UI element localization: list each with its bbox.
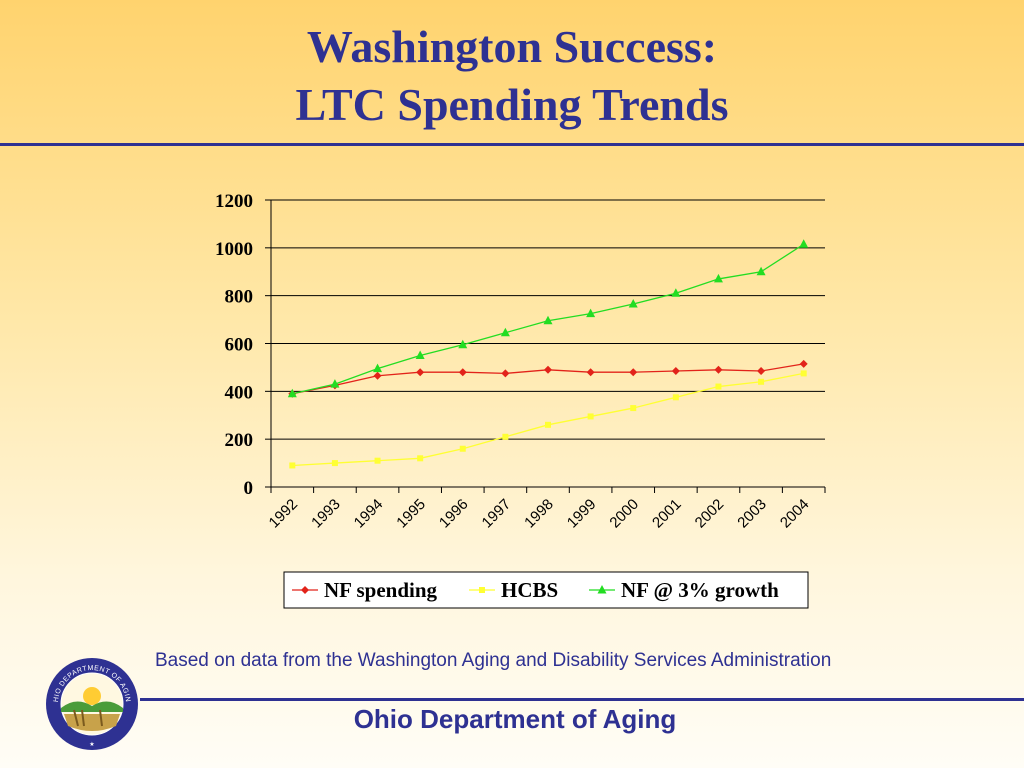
y-tick-label: 800 (225, 287, 254, 308)
y-tick-label: 200 (225, 430, 254, 451)
legend-label: NF @ 3% growth (621, 578, 779, 602)
data-point (459, 445, 466, 452)
data-point (628, 299, 638, 308)
series-line (292, 372, 804, 467)
data-point (502, 433, 509, 440)
chart-gridlines (271, 199, 825, 440)
x-tick-label: 1997 (479, 496, 515, 532)
data-point (501, 369, 510, 378)
data-point (331, 460, 338, 467)
data-point (545, 421, 551, 428)
x-tick-label: 1992 (266, 496, 302, 532)
y-tick-label: 400 (225, 382, 254, 403)
data-point (758, 378, 765, 385)
y-tick-label: 600 (225, 335, 254, 356)
data-point (287, 388, 297, 398)
x-tick-label: 2004 (777, 496, 813, 532)
y-tick-label: 1200 (215, 191, 253, 212)
data-source-caption: Based on data from the Washington Aging … (155, 650, 832, 671)
x-tick-label: 2003 (734, 496, 770, 532)
series-nf-spending (288, 359, 808, 398)
legend-label: HCBS (501, 578, 558, 602)
x-tick-label: 1999 (564, 496, 600, 532)
slide-title: Washington Success: LTC Spending Trends (0, 18, 1024, 134)
legend-marker (479, 587, 485, 593)
chart-series (287, 239, 809, 469)
data-point (374, 457, 381, 464)
data-point (713, 273, 723, 283)
data-point (630, 405, 637, 412)
x-tick-label: 1998 (521, 496, 557, 532)
data-point (458, 339, 468, 349)
data-point (757, 367, 766, 376)
data-point (671, 367, 680, 376)
title-divider (0, 143, 1024, 146)
data-point (417, 455, 424, 462)
footer-divider (140, 698, 1024, 701)
data-point (799, 239, 809, 248)
data-point (543, 315, 553, 325)
data-point (756, 266, 766, 276)
series-nf-3-growth (287, 239, 809, 398)
series-hcbs (289, 370, 807, 469)
legend-label: NF spending (324, 578, 438, 602)
x-tick-label: 1993 (308, 496, 344, 532)
x-tick-label: 1994 (351, 496, 387, 532)
data-point (799, 359, 808, 368)
data-point (415, 350, 425, 359)
data-point (714, 365, 723, 374)
legend-box (283, 571, 809, 609)
chart-legend: NF spending HCBS NF @ 3% growth (283, 571, 809, 609)
slide-title-line-1: Washington Success: (306, 21, 718, 72)
data-point (671, 288, 681, 297)
legend-marker (597, 585, 607, 594)
data-point (629, 368, 638, 377)
data-point (544, 365, 552, 374)
data-point (500, 327, 510, 337)
data-point (586, 308, 596, 318)
x-tick-label: 1995 (393, 496, 429, 532)
x-tick-label: 2002 (692, 496, 728, 532)
data-point (373, 363, 383, 373)
y-tick-label: 1000 (215, 239, 253, 260)
x-tick-label: 1996 (436, 496, 472, 532)
y-tick-label: 0 (244, 478, 254, 499)
data-point (672, 394, 679, 401)
slide-title-line-2: LTC Spending Trends (295, 79, 729, 130)
data-point (330, 379, 340, 388)
data-point (416, 368, 425, 377)
svg-text:★: ★ (89, 741, 94, 748)
data-point (586, 368, 595, 377)
data-point (289, 462, 296, 469)
data-point (458, 368, 467, 377)
ohio-department-of-aging-seal: OHIO DEPARTMENT OF AGING ★ (44, 656, 138, 750)
legend-marker (301, 586, 309, 594)
data-point (587, 413, 594, 420)
x-tick-label: 2001 (649, 496, 685, 532)
data-point (800, 370, 807, 377)
x-tick-label: 2000 (606, 496, 642, 532)
footer-organization: Ohio Department of Aging (353, 704, 677, 734)
data-point (715, 383, 722, 390)
data-point (373, 371, 382, 380)
